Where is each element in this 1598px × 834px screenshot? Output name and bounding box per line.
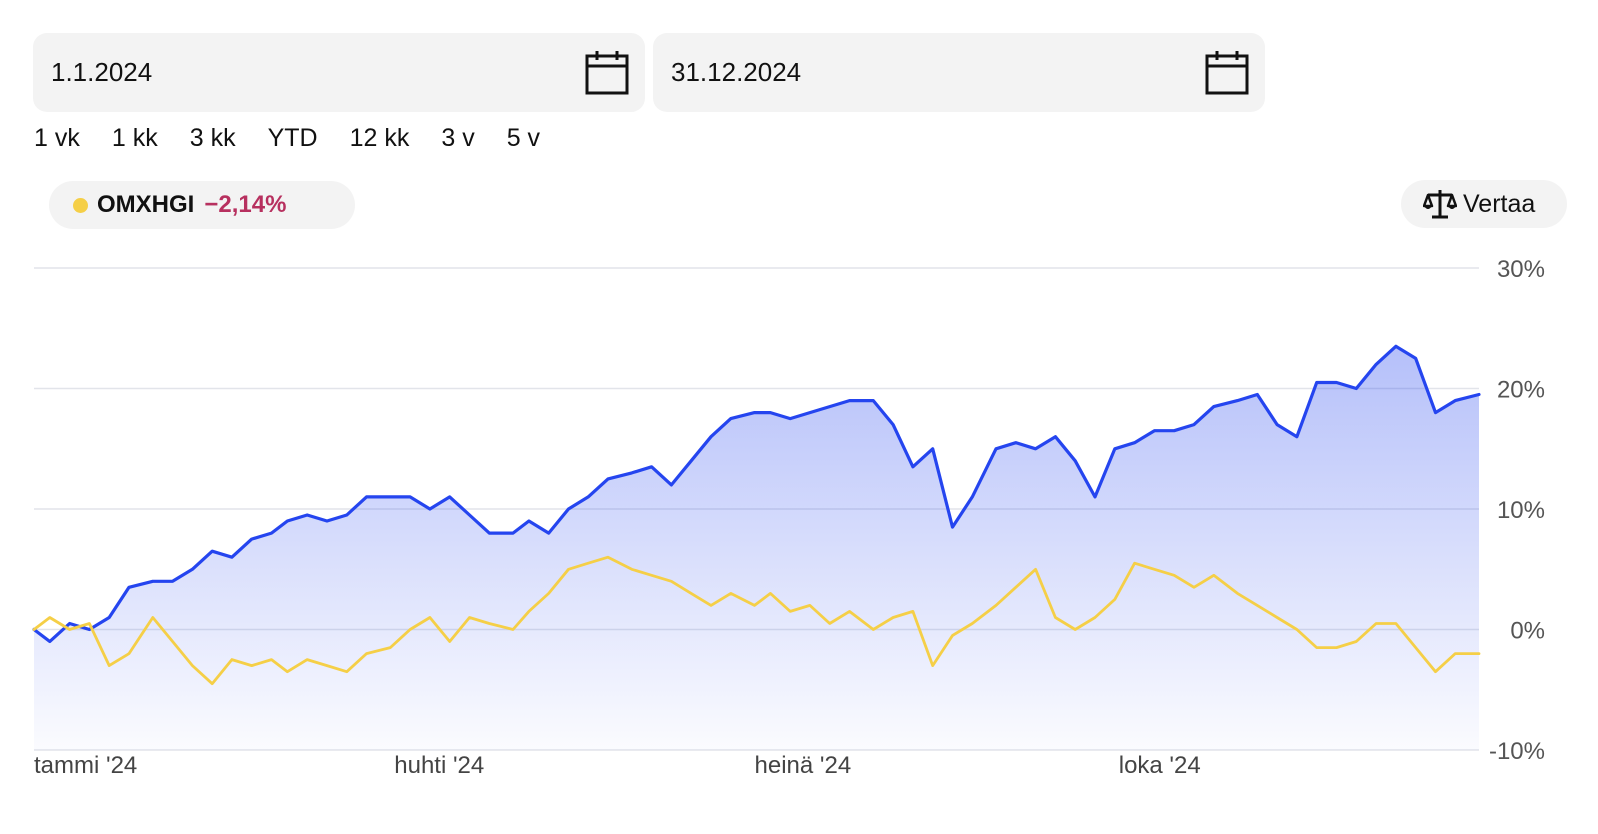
start-date-field[interactable]: 1.1.2024 [33,33,645,112]
range-button-3kk[interactable]: 3 kk [189,124,236,152]
range-selector: 1 vk 1 kk 3 kk YTD 12 kk 3 v 5 v [34,124,572,153]
index-name: OMXHGI [97,191,195,218]
range-button-1vk[interactable]: 1 vk [34,124,80,152]
series-area-0 [34,346,1479,750]
index-change: −2,14% [204,191,287,218]
x-tick-label: huhti '24 [394,752,484,779]
range-button-3v[interactable]: 3 v [441,124,475,152]
start-date-value: 1.1.2024 [51,57,153,87]
y-tick-label: 0% [1510,618,1545,645]
range-button-12kk[interactable]: 12 kk [349,124,410,152]
scale-icon [1423,190,1457,219]
x-tick-label: loka '24 [1119,752,1201,779]
series-line-0 [32,344,1481,644]
series-line-1 [32,555,1481,686]
y-tick-label: 30% [1497,256,1545,283]
index-legend-pill[interactable]: OMXHGI −2,14% [49,181,355,229]
y-tick-label: -10% [1489,738,1545,765]
range-button-ytd[interactable]: YTD [267,124,318,152]
end-date-value: 31.12.2024 [671,57,802,87]
x-tick-label: heinä '24 [755,752,852,779]
range-button-1kk[interactable]: 1 kk [111,124,158,152]
calendar-icon[interactable] [1205,50,1249,95]
end-date-field[interactable]: 31.12.2024 [653,33,1265,112]
x-tick-label: tammi '24 [34,752,137,779]
y-tick-label: 10% [1497,497,1545,524]
range-button-5v[interactable]: 5 v [506,124,541,152]
calendar-icon[interactable] [585,50,629,95]
compare-button[interactable]: Vertaa [1401,180,1567,228]
legend-dot-icon [73,197,88,213]
y-tick-label: 20% [1497,377,1545,404]
compare-label: Vertaa [1463,189,1536,218]
